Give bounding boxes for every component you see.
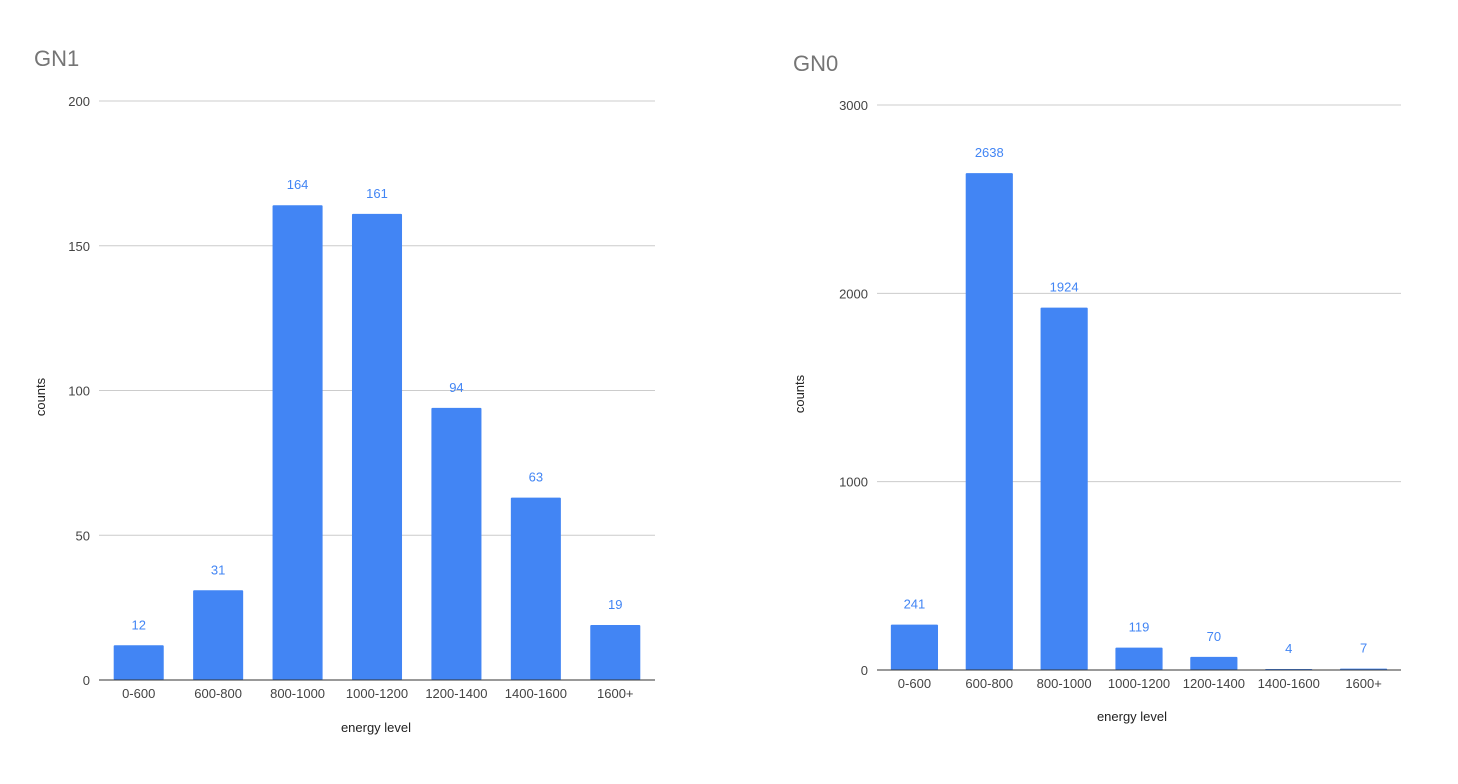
plot-area: 0 1000 2000 3000 241 0-600 2638 600-800 1924 800-… xyxy=(839,98,1401,691)
x-tick-label: 1400-1600 xyxy=(1258,676,1320,691)
data-label: 1924 xyxy=(1050,280,1079,295)
x-tick-label: 600-800 xyxy=(194,686,242,701)
bar[interactable] xyxy=(113,645,164,680)
chart-gn1-svg: GN1 counts energy level 0 50 100 150 200 12 0-… xyxy=(33,46,655,735)
data-label: 241 xyxy=(904,597,926,612)
y-tick-label: 0 xyxy=(83,673,90,688)
y-tick-label: 50 xyxy=(76,528,90,543)
bar[interactable] xyxy=(1190,656,1238,670)
chart-gn1: GN1 counts energy level 0 50 100 150 200 12 0-… xyxy=(33,46,655,735)
bar[interactable] xyxy=(1115,647,1163,670)
bar[interactable] xyxy=(890,624,939,670)
data-label: 7 xyxy=(1360,641,1367,656)
data-label: 12 xyxy=(131,617,145,632)
x-axis-label: energy level xyxy=(1097,709,1167,724)
data-label: 119 xyxy=(1129,620,1150,635)
x-tick-label: 1000-1200 xyxy=(346,686,408,701)
data-label: 19 xyxy=(608,597,622,612)
bar[interactable] xyxy=(590,624,641,680)
x-tick-label: 800-1000 xyxy=(270,686,325,701)
x-tick-label: 600-800 xyxy=(965,676,1013,691)
chart-gn0-svg: GN0 counts energy level 0 1000 2000 3000 241… xyxy=(792,51,1401,724)
data-label: 63 xyxy=(529,470,543,485)
bar[interactable] xyxy=(965,173,1013,670)
x-tick-label: 0-600 xyxy=(122,686,155,701)
chart-title: GN0 xyxy=(793,51,838,76)
data-label: 70 xyxy=(1207,629,1221,644)
bar[interactable] xyxy=(351,213,403,680)
x-tick-label: 1600+ xyxy=(597,686,634,701)
x-tick-label: 1200-1400 xyxy=(425,686,487,701)
bar[interactable] xyxy=(1040,307,1088,670)
y-axis-label: counts xyxy=(33,377,48,416)
bar[interactable] xyxy=(431,407,482,680)
y-tick-label: 1000 xyxy=(839,475,868,490)
x-tick-label: 1400-1600 xyxy=(505,686,567,701)
y-tick-label: 2000 xyxy=(839,286,868,301)
y-axis-label: counts xyxy=(792,374,807,413)
bar[interactable] xyxy=(193,590,244,680)
data-label: 4 xyxy=(1285,641,1292,656)
x-axis-label: energy level xyxy=(341,720,411,735)
chart-gn0: GN0 counts energy level 0 1000 2000 3000 241… xyxy=(729,0,1458,784)
x-tick-label: 0-600 xyxy=(898,676,931,691)
x-tick-label: 1200-1400 xyxy=(1183,676,1245,691)
x-tick-label: 1000-1200 xyxy=(1108,676,1170,691)
y-tick-label: 150 xyxy=(68,239,90,254)
x-tick-label: 800-1000 xyxy=(1037,676,1092,691)
data-label: 31 xyxy=(211,562,225,577)
plot-area: 0 50 100 150 200 12 0-600 31 600-800 164 800-1000 1… xyxy=(68,94,655,701)
data-label: 2638 xyxy=(975,145,1004,160)
y-tick-label: 200 xyxy=(68,94,90,109)
data-label: 94 xyxy=(449,380,463,395)
chart-title: GN1 xyxy=(34,46,79,71)
y-tick-label: 3000 xyxy=(839,98,868,113)
bar[interactable] xyxy=(510,497,561,680)
y-tick-label: 0 xyxy=(861,663,868,678)
x-tick-label: 1600+ xyxy=(1345,676,1382,691)
data-label: 161 xyxy=(366,186,388,201)
data-label: 164 xyxy=(287,177,309,192)
bar[interactable] xyxy=(272,205,323,680)
y-tick-label: 100 xyxy=(68,384,90,399)
